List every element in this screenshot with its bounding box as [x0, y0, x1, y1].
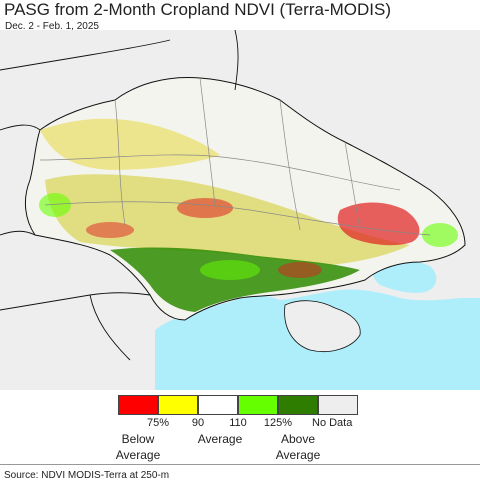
country-borders [0, 30, 239, 361]
legend-below-average: Below Average [116, 431, 160, 463]
legend-tick-90: 90 [191, 417, 205, 429]
crimea [284, 300, 361, 352]
south-above-average [200, 260, 260, 280]
legend-swatch-no-data [318, 395, 358, 415]
legend-swatch-90-110 [198, 395, 238, 415]
legend-tick-75: 75% [146, 417, 170, 429]
legend-tick-125: 125% [263, 417, 293, 429]
east-above-average [422, 223, 458, 247]
legend-tick-110: 110 [229, 417, 247, 429]
legend-swatch-110-125 [238, 395, 278, 415]
west-above-average [39, 193, 71, 217]
south-central-below-average [278, 262, 322, 278]
map-subtitle: Dec. 2 - Feb. 1, 2025 [5, 21, 99, 32]
legend-no-data-label: No Data [312, 417, 353, 429]
footer-separator [0, 464, 480, 465]
southwest-below-average [86, 222, 134, 238]
legend-below-line2: Average [115, 448, 161, 462]
legend-below-line1: Below [121, 432, 155, 446]
ndvi-map [0, 30, 480, 390]
central-below-average [177, 198, 233, 218]
oblast-boundaries [39, 77, 431, 236]
legend-average-label: Average [197, 432, 243, 446]
source-note: Source: NDVI MODIS-Terra at 250-m [4, 470, 170, 481]
legend-swatch-75-90 [158, 395, 198, 415]
legend-swatch-above-125 [278, 395, 318, 415]
legend-swatch-below-75 [118, 395, 158, 415]
legend-above-line2: Average [275, 448, 321, 462]
legend-above-line1: Above [280, 432, 316, 446]
eastern-below-average [337, 202, 420, 246]
map-title: PASG from 2-Month Cropland NDVI (Terra-M… [4, 0, 391, 19]
central-cropland [45, 174, 410, 265]
northern-cropland [40, 118, 220, 170]
legend-above-average: Above Average [276, 431, 320, 463]
legend-average: Average [198, 431, 242, 447]
